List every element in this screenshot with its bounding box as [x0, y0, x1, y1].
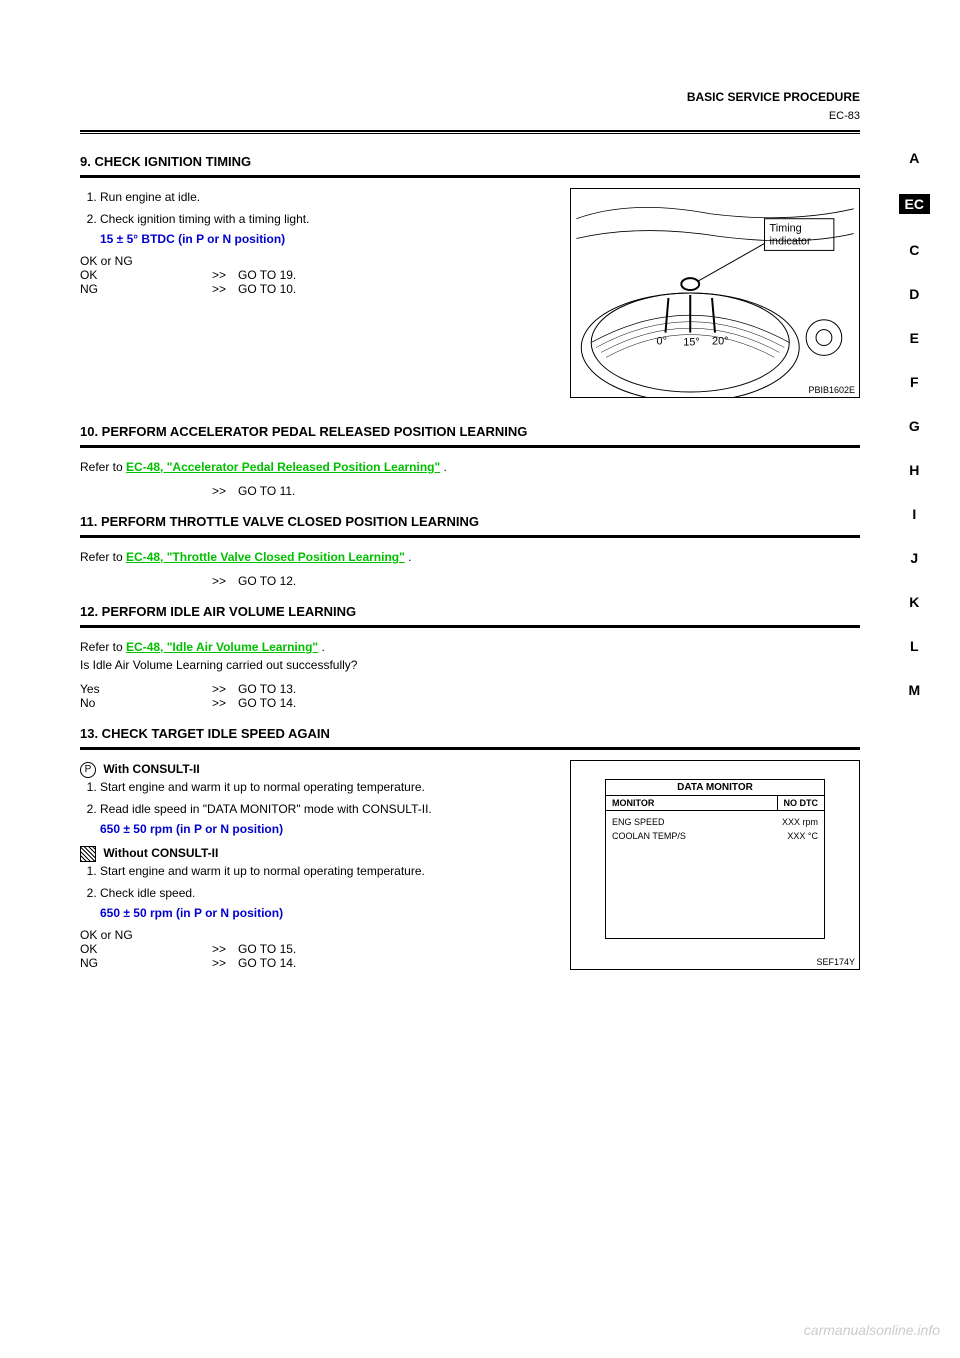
arrow-icon: >>	[212, 282, 226, 296]
arrow-icon: >>	[212, 696, 226, 710]
tab-k[interactable]: K	[899, 594, 930, 610]
no-consult-icon	[80, 846, 96, 862]
step-10-text-a: Refer to	[80, 460, 126, 474]
result-ok: OK	[80, 942, 200, 956]
header-rule	[80, 130, 860, 134]
tab-d[interactable]: D	[899, 286, 930, 302]
tab-h[interactable]: H	[899, 462, 930, 478]
tab-c[interactable]: C	[899, 242, 930, 258]
figure-timing-indicator: Timing indicator 0° 15° 20° PBIB1602E	[570, 188, 860, 398]
header-category: BASIC SERVICE PROCEDURE	[687, 90, 860, 104]
figure-caption: PBIB1602E	[808, 385, 855, 395]
side-nav-tabs: A EC C D E F G H I J K L M	[899, 150, 930, 698]
goto-14b: GO TO 14.	[238, 956, 296, 970]
goto-15: GO TO 15.	[238, 942, 296, 956]
result-blank	[80, 574, 200, 588]
monitor-r1b: XXX rpm	[782, 815, 818, 829]
result-no: No	[80, 696, 200, 710]
divider	[80, 175, 860, 178]
figure-data-monitor: DATA MONITOR MONITOR NO DTC ENG SPEED XXX…	[570, 760, 860, 970]
timing-label-1: Timing	[769, 223, 801, 235]
step-12-text-a: Refer to	[80, 640, 126, 654]
goto-11: GO TO 11.	[238, 484, 295, 498]
figure-caption: SEF174Y	[816, 957, 855, 967]
tab-i[interactable]: I	[899, 506, 930, 522]
goto-19: GO TO 19.	[238, 268, 296, 282]
goto-12: GO TO 12.	[238, 574, 296, 588]
link-ec48-throttle[interactable]: EC-48, "Throttle Valve Closed Position L…	[126, 550, 405, 564]
deg-15: 15°	[683, 336, 699, 348]
arrow-icon: >>	[212, 956, 226, 970]
step-11-text-a: Refer to	[80, 550, 126, 564]
deg-20: 20°	[712, 336, 728, 348]
link-ec48-idle[interactable]: EC-48, "Idle Air Volume Learning"	[126, 640, 318, 654]
arrow-icon: >>	[212, 484, 226, 498]
mode-without-consult: Without CONSULT-II	[100, 846, 218, 860]
arrow-icon: >>	[212, 942, 226, 956]
step-12-text-b: .	[318, 640, 325, 654]
page-number: EC-83	[829, 110, 860, 122]
step-12-question: Is Idle Air Volume Learning carried out …	[80, 656, 860, 674]
divider	[80, 445, 860, 448]
arrow-icon: >>	[212, 574, 226, 588]
monitor-title: DATA MONITOR	[606, 780, 824, 796]
monitor-head-1: MONITOR	[606, 796, 778, 810]
goto-13: GO TO 13.	[238, 682, 296, 696]
arrow-icon: >>	[212, 682, 226, 696]
tab-f[interactable]: F	[899, 374, 930, 390]
result-yes: Yes	[80, 682, 200, 696]
tab-a[interactable]: A	[899, 150, 930, 166]
result-ng: NG	[80, 282, 200, 296]
goto-10: GO TO 10.	[238, 282, 296, 296]
result-ng: NG	[80, 956, 200, 970]
divider	[80, 625, 860, 628]
section-10-title: 10. PERFORM ACCELERATOR PEDAL RELEASED P…	[80, 424, 860, 439]
result-ok: OK	[80, 268, 200, 282]
link-ec48-accel[interactable]: EC-48, "Accelerator Pedal Released Posit…	[126, 460, 440, 474]
tab-ec[interactable]: EC	[899, 194, 930, 214]
monitor-r2a: COOLAN TEMP/S	[612, 829, 686, 843]
tab-l[interactable]: L	[899, 638, 930, 654]
section-9-title: 9. CHECK IGNITION TIMING	[80, 154, 860, 169]
tab-e[interactable]: E	[899, 330, 930, 346]
section-12-title: 12. PERFORM IDLE AIR VOLUME LEARNING	[80, 604, 860, 619]
mode-with-consult: With CONSULT-II	[100, 762, 200, 776]
timing-label-2: indicator	[769, 235, 810, 247]
deg-0: 0°	[657, 336, 667, 348]
tab-j[interactable]: J	[899, 550, 930, 566]
tab-m[interactable]: M	[899, 682, 930, 698]
watermark: carmanualsonline.info	[804, 1322, 940, 1338]
monitor-r2b: XXX °C	[787, 829, 818, 843]
monitor-head-2: NO DTC	[778, 796, 825, 810]
divider	[80, 747, 860, 750]
monitor-r1a: ENG SPEED	[612, 815, 665, 829]
divider	[80, 535, 860, 538]
step-10-text-b: .	[440, 460, 447, 474]
step-11-text-b: .	[405, 550, 412, 564]
section-13-title: 13. CHECK TARGET IDLE SPEED AGAIN	[80, 726, 860, 741]
consult-icon: P	[80, 762, 96, 778]
result-blank	[80, 484, 200, 498]
goto-14: GO TO 14.	[238, 696, 296, 710]
tab-g[interactable]: G	[899, 418, 930, 434]
arrow-icon: >>	[212, 268, 226, 282]
section-11-title: 11. PERFORM THROTTLE VALVE CLOSED POSITI…	[80, 514, 860, 529]
